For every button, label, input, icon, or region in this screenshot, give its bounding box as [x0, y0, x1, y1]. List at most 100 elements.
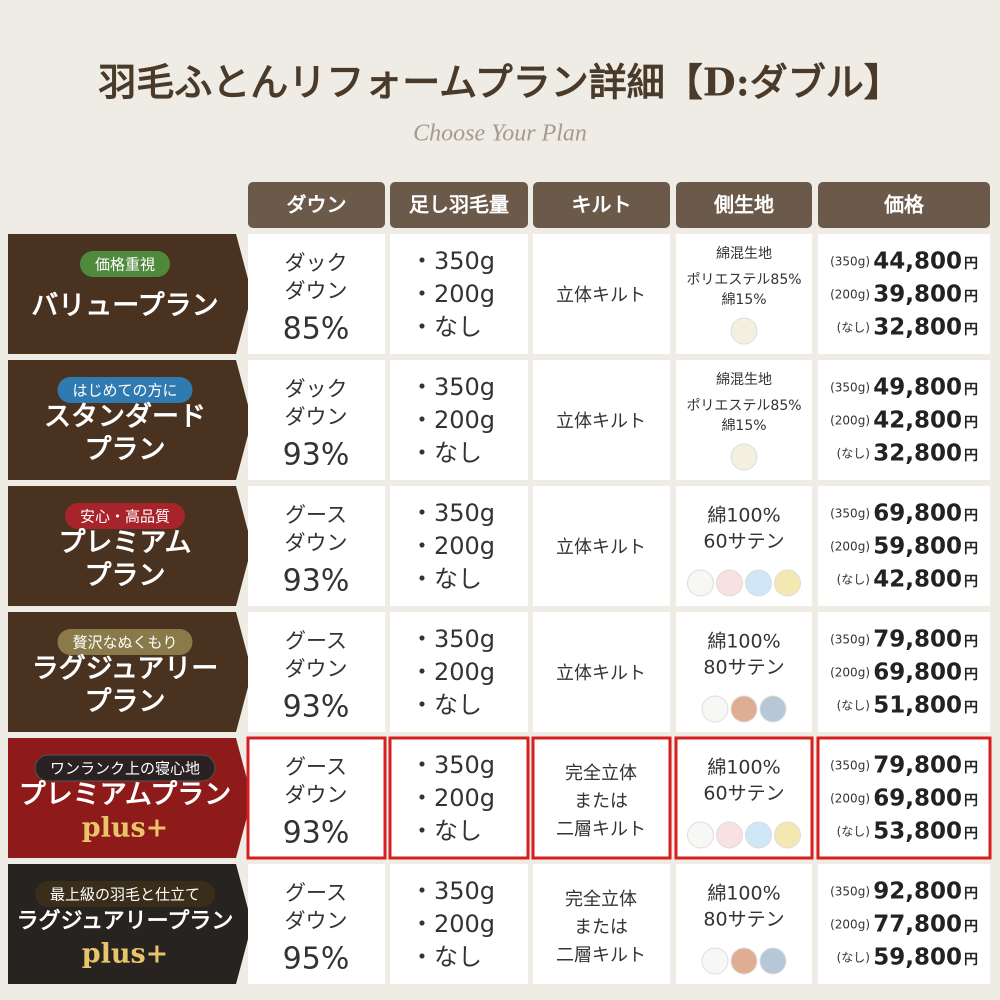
price-option: (350g) — [830, 633, 870, 647]
cell — [248, 486, 385, 606]
price-option: (200g) — [830, 540, 870, 554]
feather-amount: ・なし — [410, 943, 482, 971]
price-unit: 円 — [964, 508, 978, 524]
down-type: 95% — [283, 942, 350, 977]
cell — [818, 360, 990, 480]
fabric-swatch — [687, 569, 714, 597]
fabric: 綿混生地 — [716, 246, 772, 262]
feather-amount: ・なし — [410, 313, 482, 341]
down-type: グース — [285, 629, 347, 653]
plan-name: バリュープラン — [31, 291, 218, 322]
cell — [390, 360, 528, 480]
feather-amount: ・200g — [410, 784, 495, 812]
price-unit: 円 — [964, 256, 978, 272]
cell — [533, 864, 670, 984]
plan-tag-text: はじめての方に — [72, 382, 177, 400]
column-header — [390, 182, 528, 228]
cell — [390, 486, 528, 606]
plan-name: plus+ — [82, 939, 169, 970]
column-header-label: ダウン — [287, 193, 347, 217]
column-header — [248, 182, 385, 228]
down-type: グース — [285, 503, 347, 527]
column-header — [533, 182, 670, 228]
feather-amount: ・200g — [410, 658, 495, 686]
fabric: 80サテン — [703, 909, 784, 931]
price-unit: 円 — [964, 886, 978, 902]
price-amount: 79,800 — [873, 627, 962, 653]
cell — [248, 864, 385, 984]
price-unit: 円 — [964, 634, 978, 650]
down-type: ダウン — [285, 279, 348, 303]
down-type: 93% — [283, 564, 350, 599]
column-header-label: 足し羽毛量 — [409, 193, 509, 217]
price-amount: 77,800 — [873, 912, 962, 938]
fabric-swatch — [759, 695, 787, 723]
cell — [818, 486, 990, 606]
fabric-swatch — [730, 947, 758, 975]
plan-label — [8, 234, 252, 354]
quilt: 立体キルト — [556, 411, 646, 432]
down-type: ダウン — [285, 657, 348, 681]
price-unit: 円 — [964, 700, 978, 716]
cell — [533, 234, 670, 354]
feather-amount: ・200g — [410, 280, 495, 308]
price-unit: 円 — [964, 541, 978, 557]
down-type: グース — [285, 881, 347, 905]
fabric-swatch — [730, 695, 758, 723]
price-amount: 44,800 — [873, 249, 962, 275]
down-type: ダウン — [285, 531, 348, 555]
price-option: (350g) — [830, 759, 870, 773]
price-option: (350g) — [830, 507, 870, 521]
price-amount: 49,800 — [873, 375, 962, 401]
column-header — [818, 182, 990, 228]
price-option: (350g) — [830, 885, 870, 899]
feather-amount: ・350g — [410, 751, 495, 779]
feather-amount: ・350g — [410, 373, 495, 401]
cell — [533, 360, 670, 480]
plan-tag — [65, 503, 185, 529]
price-unit: 円 — [964, 919, 978, 935]
plan-name: プラン — [85, 435, 166, 466]
fabric: 綿15% — [721, 418, 766, 434]
price-unit: 円 — [964, 382, 978, 398]
cell — [533, 612, 670, 732]
plan-tag — [34, 754, 216, 782]
price-amount: 59,800 — [873, 945, 962, 971]
price-option: (なし) — [837, 573, 870, 587]
fabric-swatch — [774, 569, 801, 597]
plan-name: スタンダード — [44, 401, 206, 433]
plan-tag-text: 価格重視 — [95, 256, 155, 274]
column-header-label: 側生地 — [713, 193, 774, 217]
down-type: ダウン — [285, 909, 348, 933]
quilt: 立体キルト — [556, 285, 646, 306]
price-option: (200g) — [830, 918, 870, 932]
price-amount: 69,800 — [873, 786, 962, 812]
cell — [390, 612, 528, 732]
quilt: 完全立体 — [565, 763, 637, 784]
cell — [248, 234, 385, 354]
cell — [388, 736, 530, 860]
feather-amount: ・なし — [410, 565, 482, 593]
price-option: (なし) — [837, 825, 870, 839]
quilt: または — [574, 917, 628, 938]
column-header-label: 価格 — [883, 193, 925, 217]
feather-amount: ・350g — [410, 499, 495, 527]
feather-amount: ・200g — [410, 406, 495, 434]
price-option: (200g) — [830, 288, 870, 302]
fabric: 綿100% — [707, 757, 780, 779]
title: 羽毛ふとんリフォームプラン詳細【D:ダブル】 — [98, 60, 902, 105]
price-unit: 円 — [964, 760, 978, 776]
feather-amount: ・350g — [410, 625, 495, 653]
cell — [390, 864, 528, 984]
quilt: 二層キルト — [556, 819, 646, 840]
down-type: グース — [285, 755, 347, 779]
price-option: (200g) — [830, 666, 870, 680]
price-option: (なし) — [837, 447, 870, 461]
fabric-swatch — [701, 695, 729, 723]
feather-amount: ・200g — [410, 910, 495, 938]
price-amount: 53,800 — [873, 819, 962, 845]
plan-tag — [57, 629, 193, 655]
plan-name: ラグジュアリー — [32, 653, 219, 685]
price-amount: 69,800 — [873, 501, 962, 527]
plan-name: プラン — [85, 687, 166, 718]
